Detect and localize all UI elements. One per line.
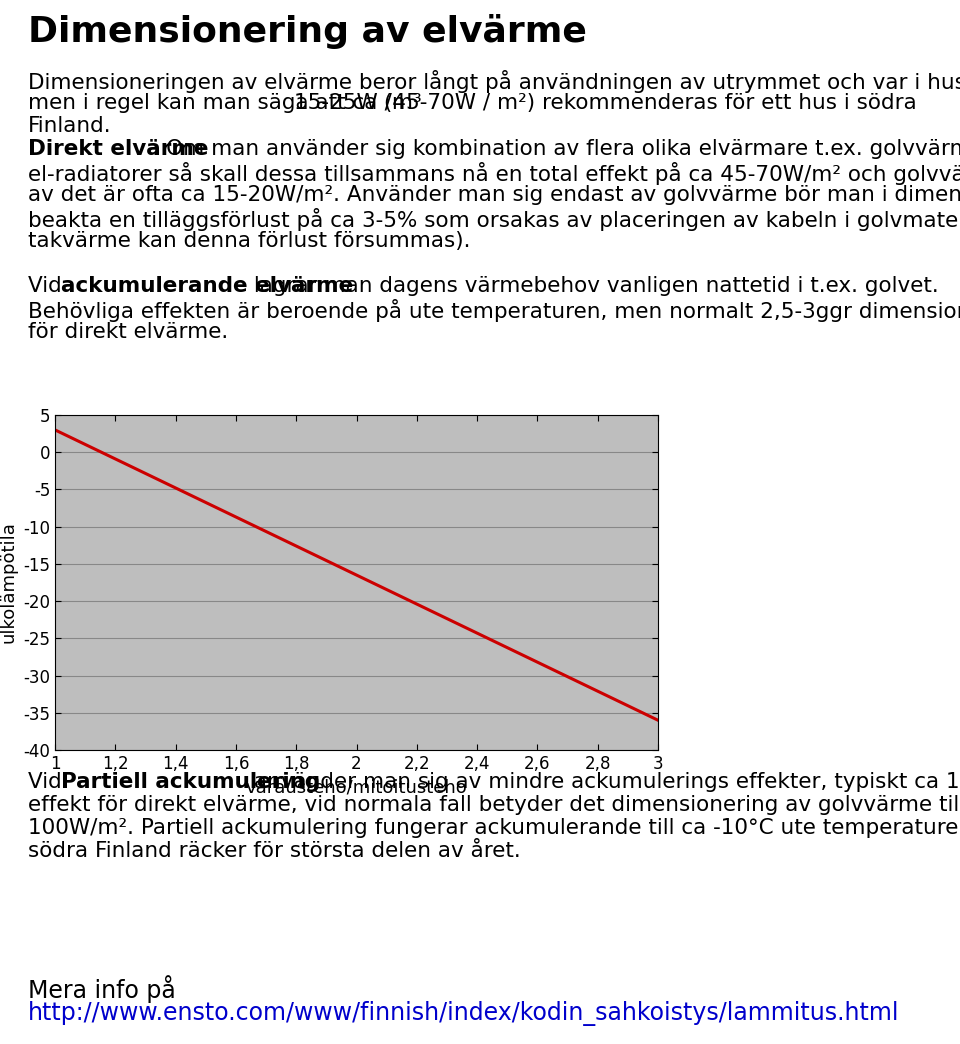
- Text: Partiell ackumulering: Partiell ackumulering: [61, 772, 321, 792]
- Text: Direkt elvärme: Direkt elvärme: [28, 139, 208, 159]
- Text: 15-25W /m³: 15-25W /m³: [294, 93, 421, 113]
- Text: 100W/m². Partiell ackumulering fungerar ackumulerande till ca -10°C ute temperat: 100W/m². Partiell ackumulering fungerar …: [28, 818, 960, 838]
- Text: effekt för direkt elvärme, vid normala fall betyder det dimensionering av golvvä: effekt för direkt elvärme, vid normala f…: [28, 794, 960, 815]
- Text: Behövliga effekten är beroende på ute temperaturen, men normalt 2,5-3ggr dimensi: Behövliga effekten är beroende på ute te…: [28, 299, 960, 322]
- Text: Vid: Vid: [28, 772, 68, 792]
- Text: Dimensioneringen av elvärme beror långt på användningen av utrymmet och var i hu: Dimensioneringen av elvärme beror långt …: [28, 70, 960, 93]
- Text: beakta en tilläggsförlust på ca 3-5% som orsakas av placeringen av kabeln i golv: beakta en tilläggsförlust på ca 3-5% som…: [28, 208, 960, 231]
- Text: el-radiatorer så skall dessa tillsammans nå en total effekt på ca 45-70W/m² och : el-radiatorer så skall dessa tillsammans…: [28, 162, 960, 185]
- Y-axis label: ulkolämpötila: ulkolämpötila: [0, 522, 17, 643]
- Text: södra Finland räcker för största delen av året.: södra Finland räcker för största delen a…: [28, 841, 520, 861]
- Text: : Om man använder sig kombination av flera olika elvärmare t.ex. golvvärme och: : Om man använder sig kombination av fle…: [152, 139, 960, 159]
- Text: men i regel kan man säga att ca: men i regel kan man säga att ca: [28, 93, 384, 113]
- Text: http://www.ensto.com/www/finnish/index/kodin_sahkoistys/lammitus.html: http://www.ensto.com/www/finnish/index/k…: [28, 1001, 900, 1026]
- Text: Dimensionering av elvärme: Dimensionering av elvärme: [28, 14, 587, 49]
- Text: Mera info på: Mera info på: [28, 975, 176, 1003]
- Text: använder man sig av mindre ackumulerings effekter, typiskt ca 1,5ggr: använder man sig av mindre ackumulerings…: [247, 772, 960, 792]
- Text: Finland.: Finland.: [28, 116, 111, 136]
- X-axis label: varausteho/mitoitusteho: varausteho/mitoitusteho: [246, 779, 468, 797]
- Text: lagrar man dagens värmebehov vanligen nattetid i t.ex. golvet.: lagrar man dagens värmebehov vanligen na…: [247, 276, 939, 296]
- Text: takvärme kan denna förlust försummas).: takvärme kan denna förlust försummas).: [28, 231, 470, 251]
- Text: av det är ofta ca 15-20W/m². Använder man sig endast av golvvärme bör man i dime: av det är ofta ca 15-20W/m². Använder ma…: [28, 185, 960, 205]
- Text: (45-70W / m²) rekommenderas för ett hus i södra: (45-70W / m²) rekommenderas för ett hus …: [376, 93, 917, 113]
- Text: Vid: Vid: [28, 276, 68, 296]
- Text: ackumulerande elvärme: ackumulerande elvärme: [61, 276, 353, 296]
- Text: för direkt elvärme.: för direkt elvärme.: [28, 322, 228, 342]
